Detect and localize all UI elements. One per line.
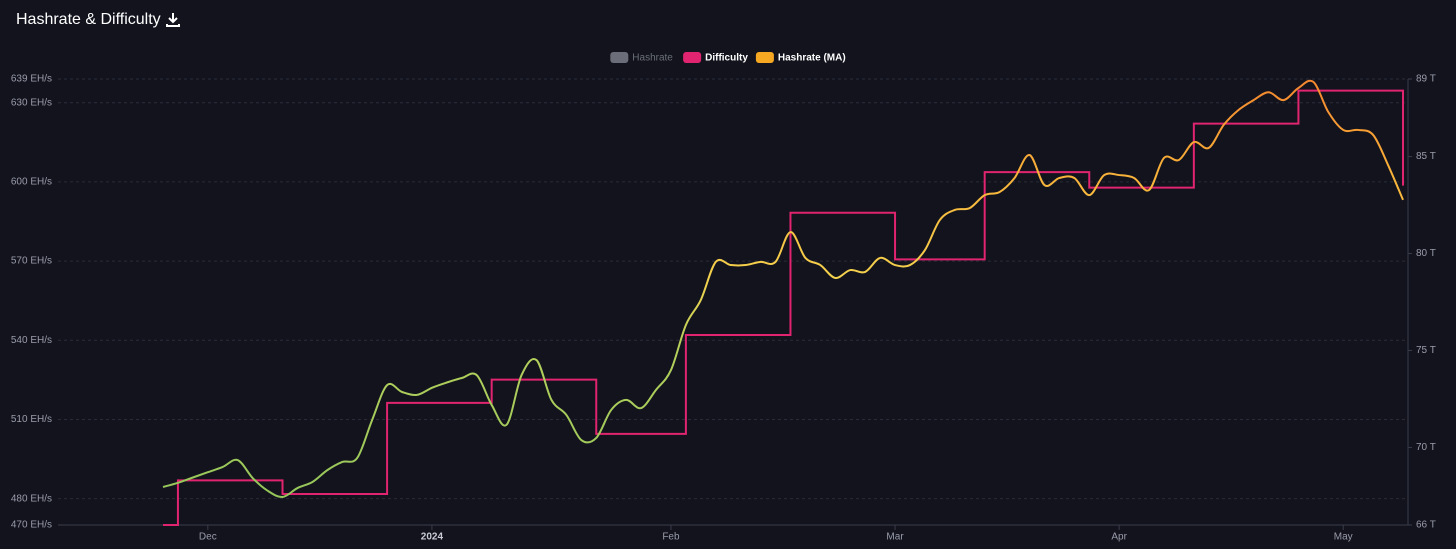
y-tick-label: 510 EH/s (11, 414, 52, 425)
legend: Hashrate Difficulty Hashrate (MA) (610, 52, 846, 64)
legend-label[interactable]: Hashrate (MA) (778, 53, 846, 64)
x-tick-label: Apr (1111, 532, 1127, 543)
x-tick-label: May (1334, 532, 1353, 543)
legend-label[interactable]: Hashrate (632, 53, 673, 64)
y2-tick-label: 80 T (1416, 248, 1436, 259)
y2-tick-label: 89 T (1416, 74, 1436, 85)
y-tick-label: 470 EH/s (11, 520, 52, 531)
x-tick-label: 2024 (421, 532, 444, 543)
download-icon[interactable] (166, 13, 180, 27)
difficulty-line (163, 89, 1404, 526)
hashrate-ma-line (162, 79, 1404, 499)
y2-tick-label: 85 T (1416, 151, 1436, 162)
y2-tick-label: 66 T (1416, 520, 1436, 531)
legend-swatch[interactable] (683, 52, 702, 63)
y2-tick-label: 70 T (1416, 442, 1436, 453)
y-tick-label: 480 EH/s (11, 493, 52, 504)
y-tick-label: 630 EH/s (11, 97, 52, 108)
y-tick-label: 540 EH/s (11, 335, 52, 346)
x-tick-label: Dec (199, 532, 217, 543)
chart-title: Hashrate & Difficulty (16, 11, 161, 28)
y2-tick-label: 75 T (1416, 345, 1436, 356)
x-tick-label: Mar (886, 532, 904, 543)
legend-swatch[interactable] (755, 52, 774, 63)
legend-label[interactable]: Difficulty (705, 53, 748, 64)
legend-swatch[interactable] (610, 52, 629, 63)
x-tick-label: Feb (662, 532, 680, 543)
y-tick-label: 600 EH/s (11, 177, 52, 188)
y-tick-label: 639 EH/s (11, 74, 52, 85)
y-tick-label: 570 EH/s (11, 256, 52, 267)
